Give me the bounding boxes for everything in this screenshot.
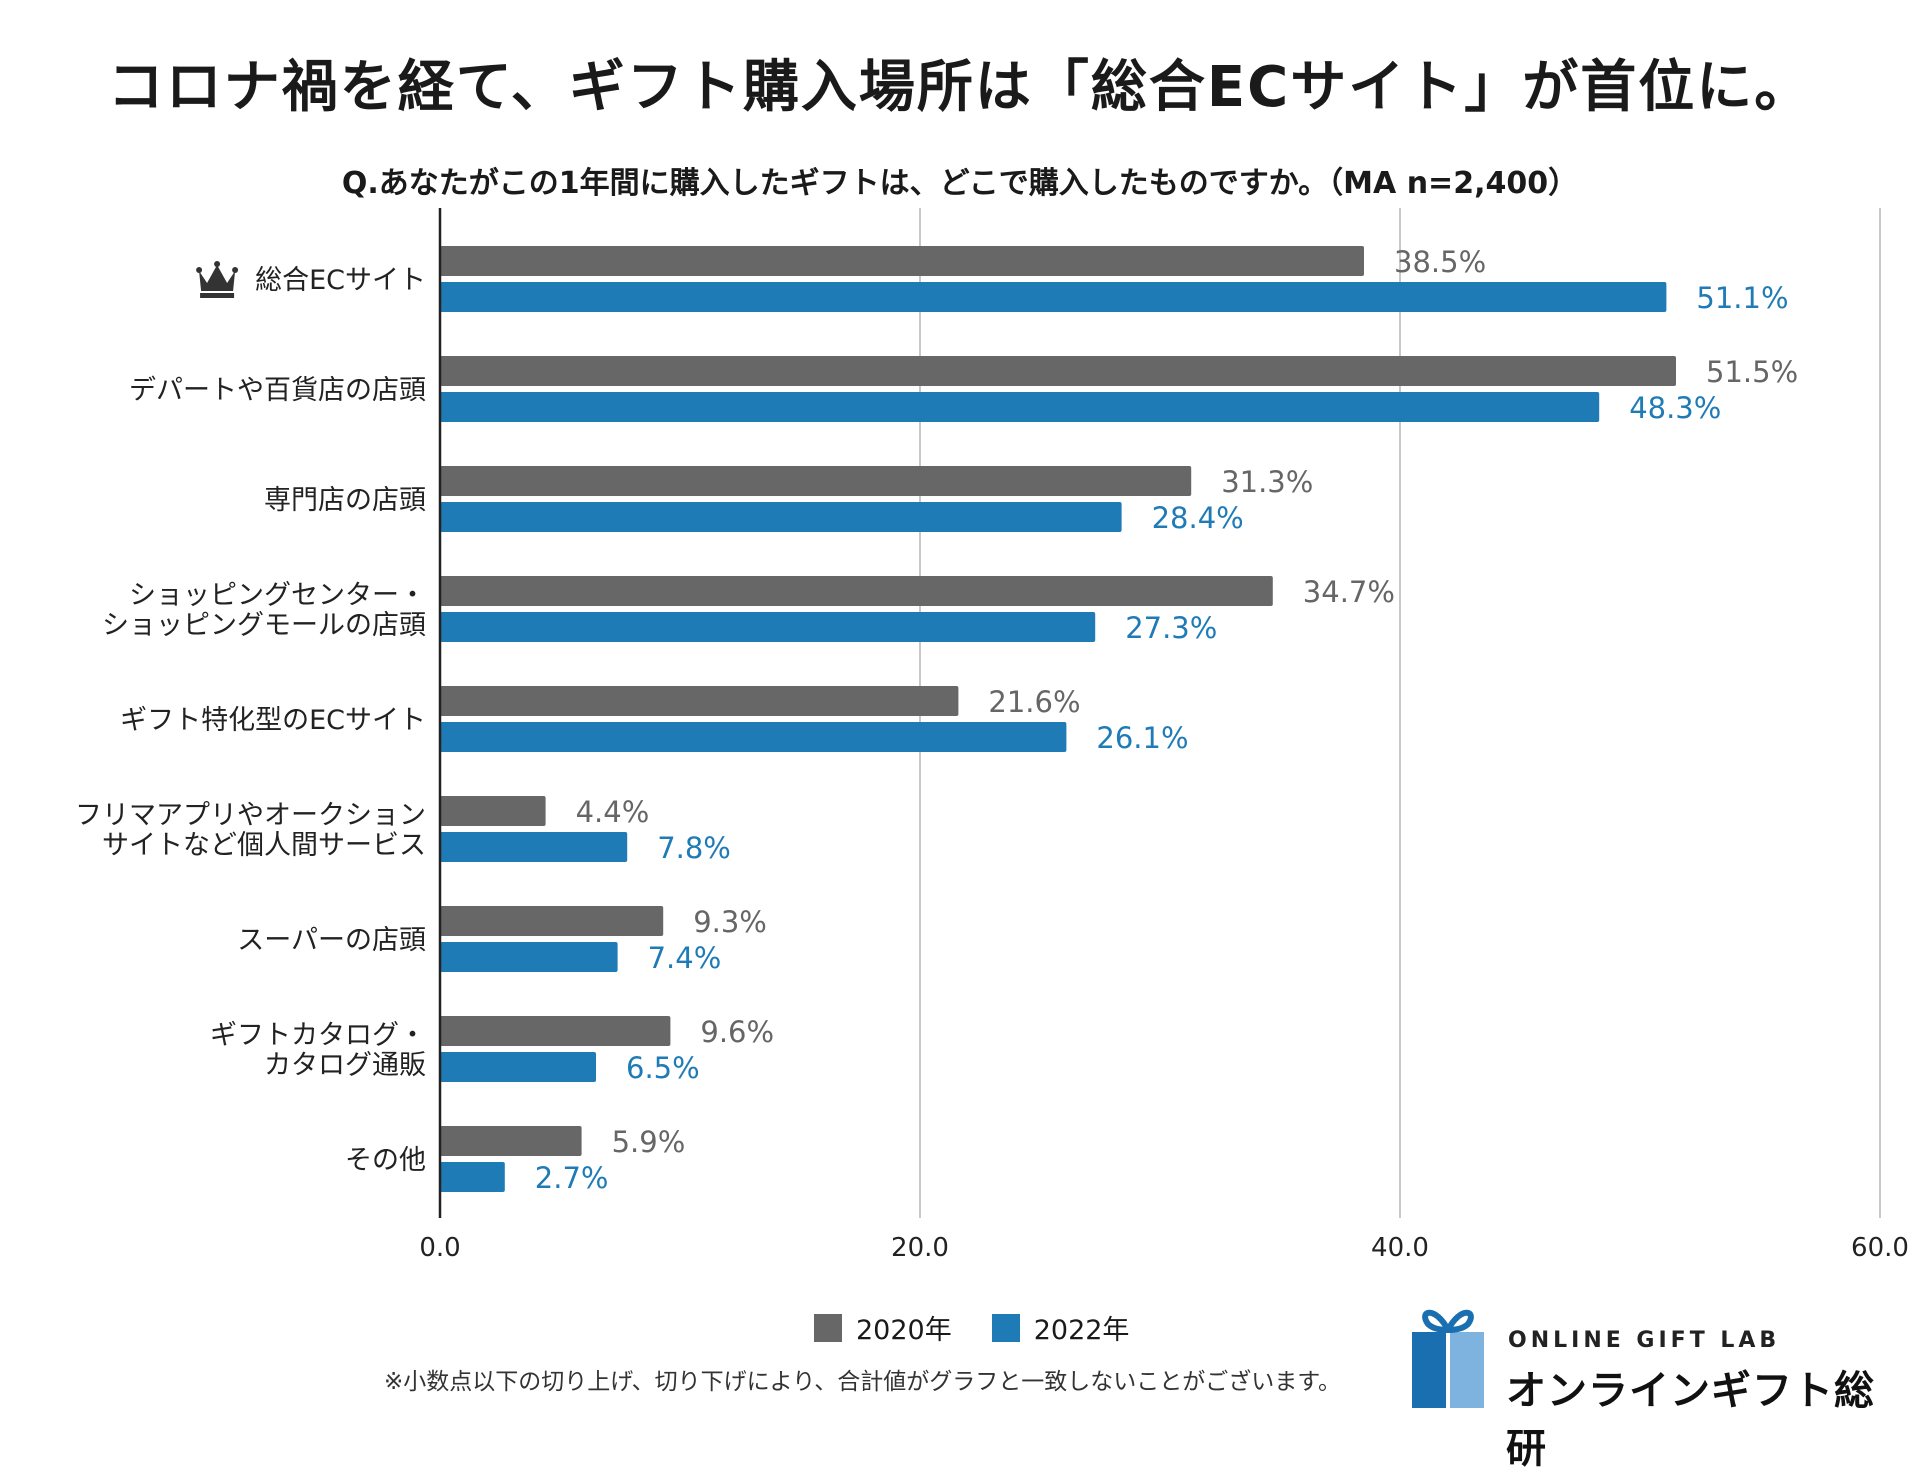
bar-2022 bbox=[440, 722, 1067, 752]
bar-2020 bbox=[440, 466, 1192, 496]
bar-chart: 38.5% 51.1% 総合ECサイト 51.5%48.3% デパートや百貨店の店頭 31… bbox=[75, 208, 1909, 1263]
chart-legend: 2020年 2022年 bbox=[814, 1308, 1169, 1347]
bar-2020 bbox=[440, 906, 664, 936]
data-label: 7.4% bbox=[648, 941, 722, 975]
bar-2022 bbox=[440, 1052, 596, 1082]
legend-swatch-2022 bbox=[991, 1313, 1020, 1342]
data-label: 31.3% bbox=[1221, 465, 1313, 499]
data-label: 9.6% bbox=[700, 1015, 774, 1049]
bar-2020 bbox=[440, 1126, 582, 1156]
bar-2020 bbox=[440, 356, 1676, 386]
category-label: ギフトカタログ・ bbox=[210, 1020, 426, 1051]
bar-2022 bbox=[440, 942, 618, 972]
bar-2020 bbox=[440, 246, 1364, 276]
x-tick-label: 0.0 bbox=[419, 1233, 460, 1263]
x-tick-label: 40.0 bbox=[1371, 1233, 1429, 1263]
x-tick-label: 20.0 bbox=[891, 1233, 949, 1263]
chart-title: Q.あなたがこの1年間に購入したギフトは、どこで購入したものですか。（MA n=… bbox=[341, 166, 1579, 201]
data-label: 38.5% bbox=[1394, 245, 1486, 279]
legend-label-2020: 2020年 bbox=[856, 1315, 952, 1346]
data-label: 9.3% bbox=[693, 905, 767, 939]
data-label: 2.7% bbox=[535, 1161, 609, 1195]
data-label: 51.5% bbox=[1706, 355, 1798, 389]
logo-japanese: オンラインギフト総研 bbox=[1506, 1368, 1875, 1472]
category-label: カタログ通販 bbox=[264, 1050, 426, 1081]
bar-2020 bbox=[440, 686, 959, 716]
data-label: 7.8% bbox=[657, 831, 731, 865]
crown-icon bbox=[196, 261, 239, 298]
bar-2020 bbox=[440, 1016, 671, 1046]
bar-2022 bbox=[440, 612, 1096, 642]
legend-swatch-2020 bbox=[814, 1313, 842, 1342]
category-label: ギフト特化型のECサイト bbox=[120, 705, 426, 736]
data-label: 26.1% bbox=[1096, 721, 1188, 755]
category-label: 総合ECサイト bbox=[255, 265, 426, 296]
category-label: ショッピングモールの店頭 bbox=[102, 610, 426, 641]
bar-2022 bbox=[440, 392, 1600, 422]
legend-label-2022: 2022年 bbox=[1033, 1315, 1130, 1346]
legend-item-2020: 2020年 bbox=[814, 1308, 952, 1347]
data-label: 51.1% bbox=[1696, 281, 1788, 315]
bar-2020 bbox=[440, 796, 546, 826]
category-label: フリマアプリやオークション bbox=[75, 800, 426, 831]
data-label: 5.9% bbox=[612, 1125, 686, 1159]
brand-logo: ONLINE GIFT LAB オンラインギフト総研 bbox=[1400, 1300, 1900, 1472]
data-label: 48.3% bbox=[1629, 391, 1721, 425]
bar-2022 bbox=[440, 1162, 505, 1192]
x-tick-label: 60.0 bbox=[1851, 1233, 1909, 1263]
category-label: 専門店の店頭 bbox=[264, 485, 426, 516]
bar-2020 bbox=[440, 576, 1273, 606]
category-label: スーパーの店頭 bbox=[237, 925, 426, 956]
gift-icon bbox=[1412, 1309, 1484, 1408]
data-label: 28.4% bbox=[1152, 501, 1244, 535]
data-label: 34.7% bbox=[1303, 575, 1395, 609]
data-label: 4.4% bbox=[576, 795, 650, 829]
category-label: ショッピングセンター・ bbox=[129, 580, 426, 611]
legend-item-2022: 2022年 bbox=[991, 1308, 1130, 1347]
bar-2022 bbox=[440, 502, 1122, 532]
bar-2022 bbox=[440, 832, 628, 862]
data-label: 27.3% bbox=[1125, 611, 1217, 645]
page-title: コロナ禍を経て、ギフト購入場所は「総合ECサイト」が首位に。 bbox=[107, 55, 1813, 120]
footnote: ※小数点以下の切り上げ、切り下げにより、合計値がグラフと一致しないことがございま… bbox=[384, 1369, 1341, 1395]
bar-2022 bbox=[440, 282, 1667, 312]
category-label: デパートや百貨店の店頭 bbox=[129, 375, 426, 406]
data-label: 6.5% bbox=[626, 1051, 700, 1085]
category-label: サイトなど個人間サービス bbox=[102, 830, 426, 861]
category-label: その他 bbox=[345, 1145, 426, 1176]
data-label: 21.6% bbox=[988, 685, 1080, 719]
logo-english: ONLINE GIFT LAB bbox=[1508, 1328, 1781, 1353]
